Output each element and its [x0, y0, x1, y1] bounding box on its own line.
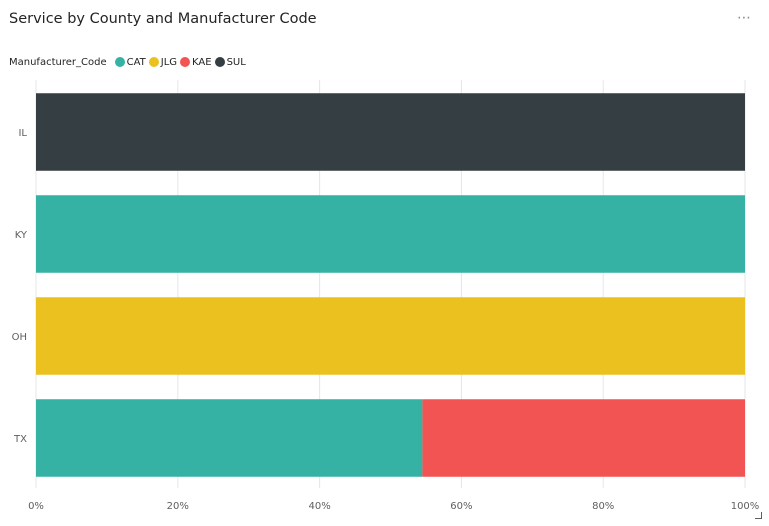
- bar-ky-cat[interactable]: [36, 195, 745, 273]
- x-tick-label: 0%: [28, 501, 44, 512]
- legend-item-kae[interactable]: KAE: [180, 57, 212, 68]
- x-tick-label: 40%: [308, 501, 330, 512]
- legend-dot-cat: [114, 57, 125, 67]
- legend-dot-sul: [214, 57, 225, 67]
- x-tick-label: 100%: [731, 501, 760, 512]
- legend-label-cat: CAT: [126, 56, 146, 68]
- resize-handle-icon[interactable]: [755, 512, 762, 519]
- x-tick-label: 80%: [592, 501, 614, 512]
- legend-item-jlg[interactable]: JLG: [148, 56, 178, 68]
- legend-title: Manufacturer_Code: [9, 56, 107, 68]
- legend-item-cat[interactable]: CAT: [114, 56, 146, 68]
- legend-item-sul[interactable]: SUL: [214, 56, 246, 68]
- x-tick-label: 20%: [167, 501, 189, 512]
- legend-label-kae: KAE: [192, 56, 212, 68]
- legend-dot-jlg: [148, 57, 159, 67]
- bar-tx-kae[interactable]: [422, 399, 745, 477]
- y-tick-label: TX: [13, 434, 27, 445]
- legend-label-sul: SUL: [226, 56, 246, 68]
- x-tick-label: 60%: [450, 501, 472, 512]
- y-tick-label: KY: [15, 230, 28, 241]
- more-options-icon[interactable]: ⋯: [737, 10, 752, 26]
- chart-title: Service by County and Manufacturer Code: [9, 11, 317, 27]
- legend-dot-kae: [180, 57, 191, 67]
- bar-il-sul[interactable]: [36, 93, 745, 171]
- y-tick-label: IL: [18, 128, 27, 139]
- y-tick-label: OH: [12, 332, 27, 343]
- bar-oh-jlg[interactable]: [36, 297, 745, 375]
- legend-label-jlg: JLG: [160, 56, 178, 68]
- legend: Manufacturer_Code CAT JLG KAE SUL: [9, 55, 249, 69]
- bar-tx-cat[interactable]: [36, 399, 423, 477]
